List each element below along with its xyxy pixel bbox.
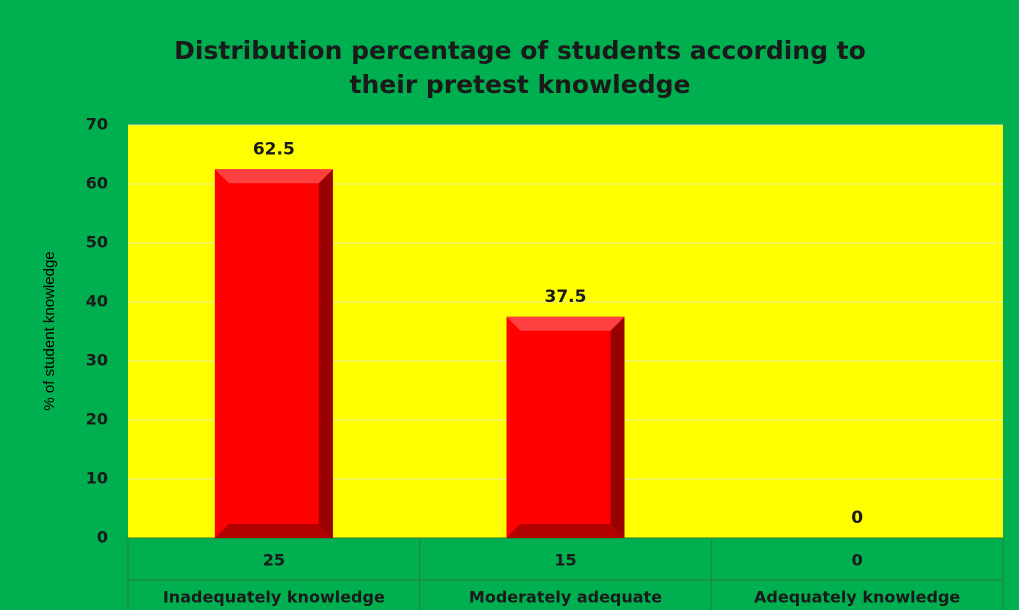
bar-bevel [214,169,333,184]
y-tick-label: 70 [86,115,108,134]
bar-bevel [610,316,625,538]
y-tick-label: 30 [86,351,108,370]
table-count: 15 [554,551,576,570]
y-axis-label: % of student knowledge [41,251,58,410]
y-tick-label: 50 [86,233,108,252]
x-tick-label: Moderately adequate [469,588,662,607]
bar-bevel [506,316,625,331]
bar-bevel [318,169,333,538]
data-label: 62.5 [253,139,295,159]
y-tick-label: 60 [86,174,108,193]
x-tick-label: Inadequately knowledge [163,588,385,607]
data-label: 37.5 [545,287,587,307]
bar-bevel [214,524,333,538]
chart-title: their pretest knowledge [350,70,691,99]
bar [506,316,625,538]
y-tick-label: 0 [97,528,108,547]
y-tick-label: 20 [86,410,108,429]
chart-title: Distribution percentage of students acco… [174,36,866,65]
table-count: 0 [852,551,863,570]
data-label: 0 [851,508,863,528]
table-count: 25 [263,551,285,570]
y-tick-label: 40 [86,292,108,311]
y-tick-label: 10 [86,469,108,488]
bar-bevel [506,524,625,538]
x-tick-label: Adequately knowledge [754,588,960,607]
bar [214,169,333,538]
